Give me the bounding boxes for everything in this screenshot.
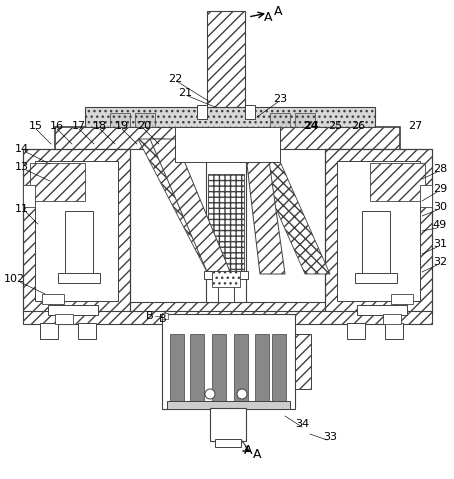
Bar bbox=[215, 439, 241, 447]
Text: B: B bbox=[159, 314, 167, 324]
Text: 34: 34 bbox=[295, 419, 309, 429]
Bar bbox=[383, 314, 401, 324]
Text: 25: 25 bbox=[328, 121, 342, 131]
Text: 16: 16 bbox=[50, 121, 64, 131]
Text: 11: 11 bbox=[15, 204, 29, 214]
Bar bbox=[175, 127, 280, 162]
Text: 26: 26 bbox=[351, 121, 365, 131]
Bar bbox=[218, 274, 234, 302]
Text: 15: 15 bbox=[29, 121, 43, 131]
Bar bbox=[23, 311, 432, 324]
Bar bbox=[23, 185, 35, 207]
Text: 31: 31 bbox=[433, 239, 447, 249]
Bar bbox=[347, 323, 365, 339]
Bar bbox=[190, 334, 204, 404]
Bar bbox=[272, 334, 286, 404]
Text: A: A bbox=[264, 11, 272, 23]
Polygon shape bbox=[138, 139, 235, 274]
Bar bbox=[325, 149, 432, 313]
Text: 14: 14 bbox=[15, 144, 29, 154]
Bar bbox=[85, 107, 375, 127]
Bar bbox=[77, 149, 378, 302]
Text: 23: 23 bbox=[273, 94, 287, 104]
Text: 24: 24 bbox=[303, 121, 319, 131]
Bar bbox=[357, 305, 407, 315]
Bar bbox=[135, 113, 155, 127]
Text: 19: 19 bbox=[115, 121, 129, 131]
Text: 28: 28 bbox=[433, 164, 447, 174]
Bar bbox=[208, 174, 244, 274]
Bar bbox=[370, 163, 425, 201]
Bar bbox=[162, 313, 168, 319]
Bar bbox=[391, 294, 413, 304]
Bar bbox=[35, 161, 118, 301]
Bar bbox=[212, 334, 226, 404]
Bar bbox=[270, 113, 290, 127]
Bar bbox=[162, 314, 295, 409]
Bar bbox=[295, 334, 311, 389]
Text: 20: 20 bbox=[137, 121, 151, 131]
Bar bbox=[170, 334, 184, 404]
Text: 13: 13 bbox=[15, 162, 29, 172]
Bar bbox=[385, 323, 403, 339]
Text: 102: 102 bbox=[4, 274, 25, 284]
Bar bbox=[78, 323, 96, 339]
Bar bbox=[207, 11, 245, 107]
Bar bbox=[30, 163, 85, 201]
Bar bbox=[420, 185, 432, 207]
Text: 18: 18 bbox=[93, 121, 107, 131]
Text: 33: 33 bbox=[323, 432, 337, 442]
Bar bbox=[110, 113, 130, 127]
Bar bbox=[167, 401, 290, 409]
Text: 27: 27 bbox=[408, 121, 422, 131]
Bar bbox=[255, 334, 269, 404]
Bar bbox=[234, 334, 248, 404]
Text: B: B bbox=[146, 311, 154, 321]
Bar bbox=[206, 132, 246, 302]
Circle shape bbox=[205, 389, 215, 399]
Bar bbox=[212, 271, 240, 287]
Text: 49: 49 bbox=[433, 220, 447, 230]
Bar bbox=[48, 305, 98, 315]
Text: 32: 32 bbox=[433, 257, 447, 267]
Bar bbox=[204, 271, 248, 279]
Bar bbox=[23, 149, 130, 313]
Polygon shape bbox=[244, 139, 285, 274]
Text: 29: 29 bbox=[433, 184, 447, 194]
Bar bbox=[42, 294, 64, 304]
Bar bbox=[295, 113, 315, 127]
Polygon shape bbox=[245, 139, 330, 274]
Bar bbox=[58, 273, 100, 283]
Text: 17: 17 bbox=[72, 121, 86, 131]
Text: A: A bbox=[244, 445, 252, 457]
Bar bbox=[362, 211, 390, 279]
Text: A: A bbox=[274, 4, 282, 18]
Bar bbox=[355, 273, 397, 283]
Circle shape bbox=[237, 389, 247, 399]
Bar bbox=[210, 408, 246, 441]
Bar bbox=[65, 211, 93, 279]
Bar bbox=[55, 314, 73, 324]
Text: A: A bbox=[253, 447, 261, 460]
Bar bbox=[40, 323, 58, 339]
Bar bbox=[55, 127, 400, 324]
Bar bbox=[197, 105, 207, 119]
Text: 21: 21 bbox=[178, 88, 192, 98]
Text: 22: 22 bbox=[168, 74, 182, 84]
Bar bbox=[337, 161, 420, 301]
Text: 30: 30 bbox=[433, 202, 447, 212]
Bar bbox=[245, 105, 255, 119]
Polygon shape bbox=[150, 139, 231, 274]
